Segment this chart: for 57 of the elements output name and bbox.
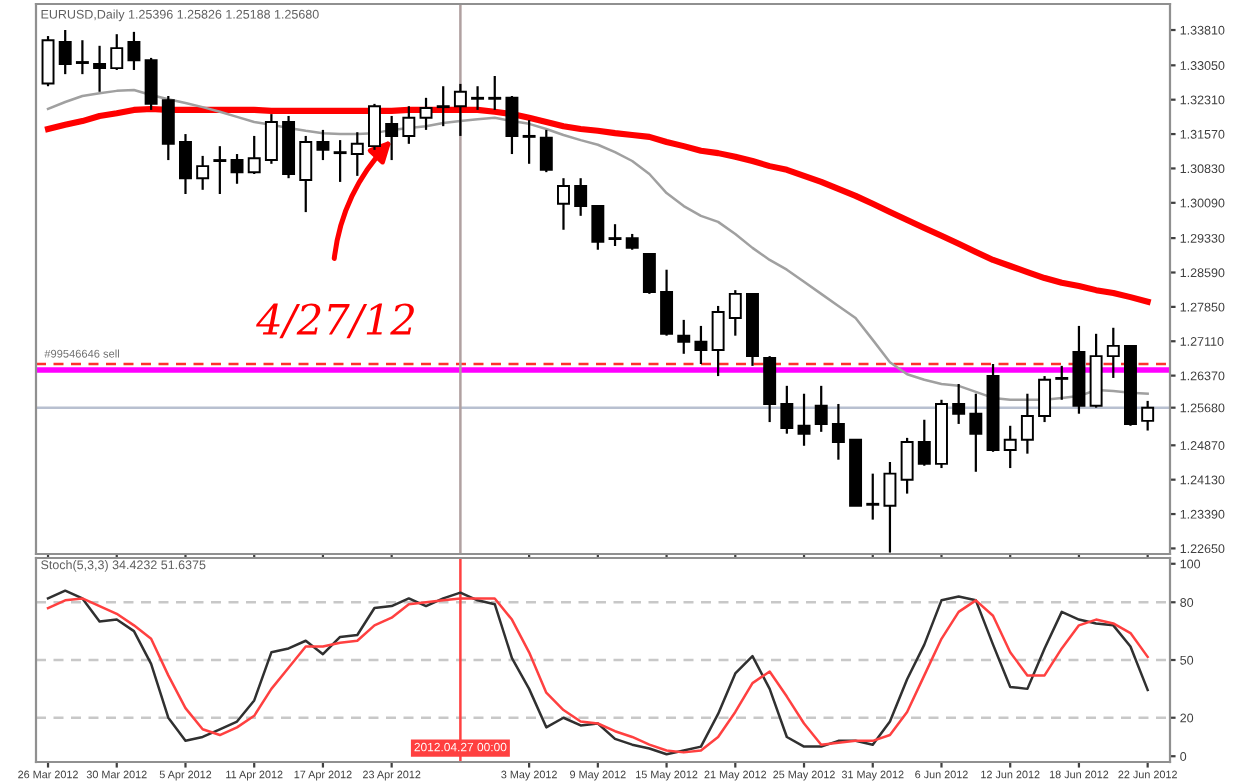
candlestick bbox=[797, 392, 811, 447]
candlestick bbox=[385, 114, 399, 162]
candlestick bbox=[1141, 399, 1155, 432]
candlestick bbox=[419, 96, 433, 131]
candlestick bbox=[1020, 392, 1034, 455]
candlestick bbox=[453, 82, 467, 138]
candlestick bbox=[402, 105, 416, 145]
candlestick bbox=[127, 30, 141, 72]
candlestick bbox=[780, 384, 794, 435]
candlestick bbox=[728, 289, 742, 337]
candlestick bbox=[557, 177, 570, 231]
candlestick bbox=[917, 418, 931, 467]
candlestick bbox=[900, 436, 914, 495]
candlestick bbox=[161, 94, 175, 162]
candlestick bbox=[952, 382, 966, 426]
candlestick bbox=[539, 128, 553, 174]
candlestick bbox=[58, 28, 72, 76]
candlestick bbox=[247, 134, 261, 176]
candlestick bbox=[213, 145, 227, 196]
candlestick bbox=[75, 39, 89, 76]
candlestick bbox=[93, 44, 107, 93]
candlestick bbox=[711, 304, 725, 378]
candlestick bbox=[299, 134, 313, 214]
candlestick bbox=[488, 74, 502, 112]
candlestick bbox=[471, 85, 485, 112]
candlestick bbox=[230, 152, 244, 185]
candlestick bbox=[574, 177, 588, 217]
candlestick bbox=[436, 85, 450, 128]
candlestick bbox=[677, 318, 691, 355]
candlestick bbox=[1055, 364, 1069, 401]
candlestick bbox=[264, 112, 278, 165]
candlestick bbox=[831, 402, 845, 461]
candlestick bbox=[1003, 424, 1017, 470]
candlestick bbox=[41, 34, 55, 88]
candlestick bbox=[144, 56, 158, 112]
candlestick bbox=[179, 132, 192, 196]
candlestick bbox=[814, 384, 828, 433]
candlestick bbox=[1106, 326, 1120, 380]
candlestick bbox=[969, 392, 983, 473]
candlestick bbox=[110, 33, 124, 72]
candlestick bbox=[608, 223, 622, 248]
candlestick bbox=[1038, 374, 1052, 424]
candlestick bbox=[694, 324, 708, 366]
candlestick bbox=[866, 472, 880, 521]
candlestick bbox=[642, 252, 656, 295]
candlestick bbox=[591, 204, 605, 251]
candlestick bbox=[316, 128, 330, 162]
candlestick bbox=[522, 119, 536, 165]
candlestick bbox=[333, 139, 347, 184]
candlestick bbox=[883, 460, 897, 554]
candlestick bbox=[350, 131, 364, 177]
candlestick bbox=[196, 154, 210, 191]
candlestick bbox=[763, 355, 777, 424]
candlestick bbox=[660, 268, 674, 337]
annotation: 4/27/12 bbox=[256, 303, 414, 339]
candlestick bbox=[505, 94, 519, 156]
candlestick bbox=[368, 102, 381, 151]
